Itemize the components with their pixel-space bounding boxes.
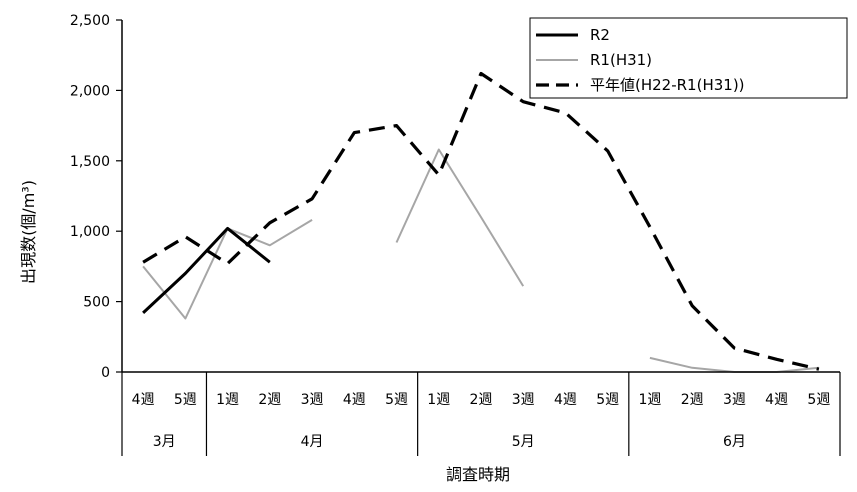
axes: 0 500 1,000 1,500 2,000 2,500 4週 5週 1週 2週 3週 4週 5週 1週… (70, 13, 841, 456)
x-tick-label: 1週 (427, 392, 450, 408)
x-tick-label: 5週 (596, 392, 619, 408)
month-label: 3月 (153, 434, 176, 450)
x-axis-title: 調査時期 (446, 465, 510, 484)
x-tick-label: 4週 (554, 392, 577, 408)
legend: R2 R1(H31) 平年値(H22-R1(H31)) (529, 17, 848, 99)
y-tick-label: 0 (101, 365, 110, 381)
x-tick-label: 4週 (765, 392, 788, 408)
x-tick-label: 3週 (723, 392, 746, 408)
series-line-2 (142, 71, 820, 371)
x-tick-label: 2週 (470, 392, 493, 408)
y-tick-label: 1,000 (70, 224, 110, 240)
y-tick-label: 1,500 (70, 154, 110, 170)
x-tick-label: 5週 (174, 392, 197, 408)
y-tick-label: 500 (83, 295, 110, 311)
legend-box (529, 17, 848, 99)
series-line-1 (649, 356, 819, 373)
legend-label: R2 (590, 26, 610, 44)
x-tick-label: 4週 (343, 392, 366, 408)
x-tick-label: 4週 (132, 392, 155, 408)
x-tick-label: 3週 (512, 392, 535, 408)
y-tick-label: 2,500 (70, 13, 110, 29)
legend-label: R1(H31) (590, 51, 652, 69)
x-tick-label: 5週 (385, 392, 408, 408)
series-lines (142, 71, 820, 373)
month-label: 6月 (723, 434, 746, 450)
series-line-1 (142, 219, 313, 320)
series-line-1 (395, 148, 525, 287)
y-tick-label: 2,000 (70, 83, 110, 99)
y-axis-title: 出現数(個/m³) (19, 180, 38, 284)
month-label: 5月 (512, 434, 535, 450)
x-tick-label: 2週 (681, 392, 704, 408)
x-tick-label: 1週 (216, 392, 239, 408)
x-tick-label: 5週 (807, 392, 830, 408)
month-label: 4月 (301, 434, 324, 450)
x-tick-label: 3週 (301, 392, 324, 408)
legend-label: 平年値(H22-R1(H31)) (590, 76, 745, 94)
x-tick-label: 2週 (258, 392, 281, 408)
x-tick-label: 1週 (638, 392, 661, 408)
series-line-0 (142, 226, 271, 314)
